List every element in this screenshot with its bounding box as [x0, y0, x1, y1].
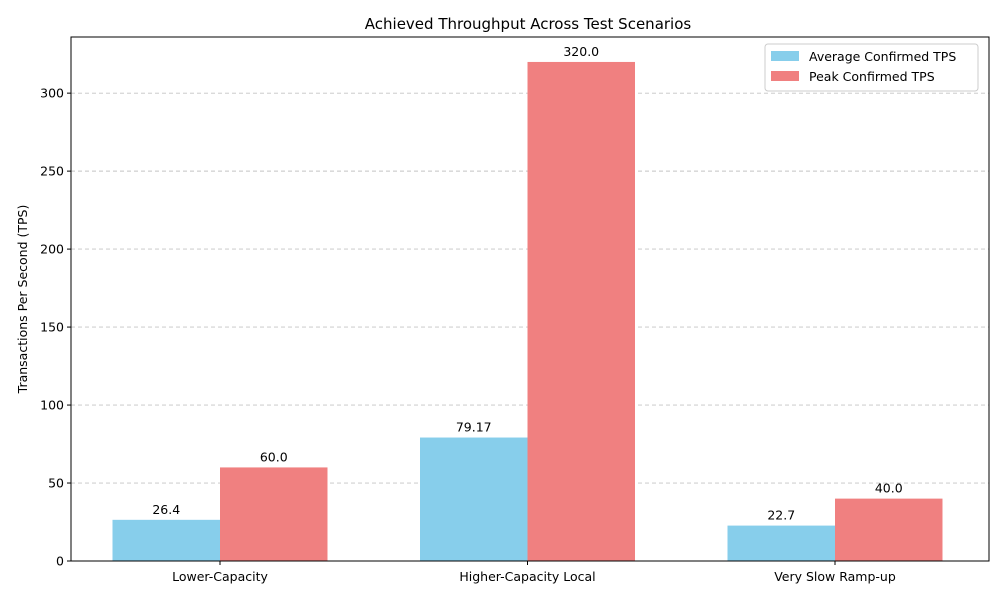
bar-value-label: 320.0 — [563, 44, 599, 59]
x-tick-label: Very Slow Ramp-up — [774, 569, 896, 584]
legend-label: Peak Confirmed TPS — [809, 69, 935, 84]
y-tick-label: 50 — [48, 476, 64, 491]
bar — [527, 61, 635, 561]
bar — [112, 519, 220, 561]
legend-frame — [764, 43, 979, 92]
bars — [112, 61, 943, 561]
bar — [220, 467, 328, 561]
y-tick-label: 100 — [40, 398, 64, 413]
x-tick-label: Higher-Capacity Local — [459, 569, 595, 584]
y-tick-label: 300 — [40, 86, 64, 101]
bar — [420, 437, 528, 561]
y-tick-label: 250 — [40, 164, 64, 179]
legend-swatch — [771, 51, 799, 61]
y-tick-label: 200 — [40, 242, 64, 257]
x-tick-label: Lower-Capacity — [172, 569, 268, 584]
bar-value-label: 60.0 — [260, 449, 288, 464]
bar-value-label: 40.0 — [875, 481, 903, 496]
bar-value-label: 26.4 — [152, 502, 180, 517]
y-tick-label: 150 — [40, 320, 64, 335]
plot-frame — [70, 36, 990, 562]
legend-swatch — [771, 71, 799, 81]
bar-value-label: 22.7 — [767, 508, 795, 523]
y-axis-title: Transactions Per Second (TPS) — [15, 205, 30, 395]
bar — [835, 498, 943, 561]
bar-value-label: 79.17 — [456, 420, 492, 435]
chart-title: Achieved Throughput Across Test Scenario… — [365, 15, 692, 33]
legend: Average Confirmed TPS Peak Confirmed TPS — [764, 43, 979, 92]
bar — [727, 525, 835, 561]
legend-label: Average Confirmed TPS — [809, 49, 956, 64]
axis-ticks: 0 50 100 150 200 250 300 Lower-Capacity Higher-C… — [40, 86, 896, 584]
y-tick-label: 0 — [56, 554, 64, 569]
bar-value-labels: 26.4 60.0 79.17 320.0 22.7 40.0 — [152, 44, 902, 523]
